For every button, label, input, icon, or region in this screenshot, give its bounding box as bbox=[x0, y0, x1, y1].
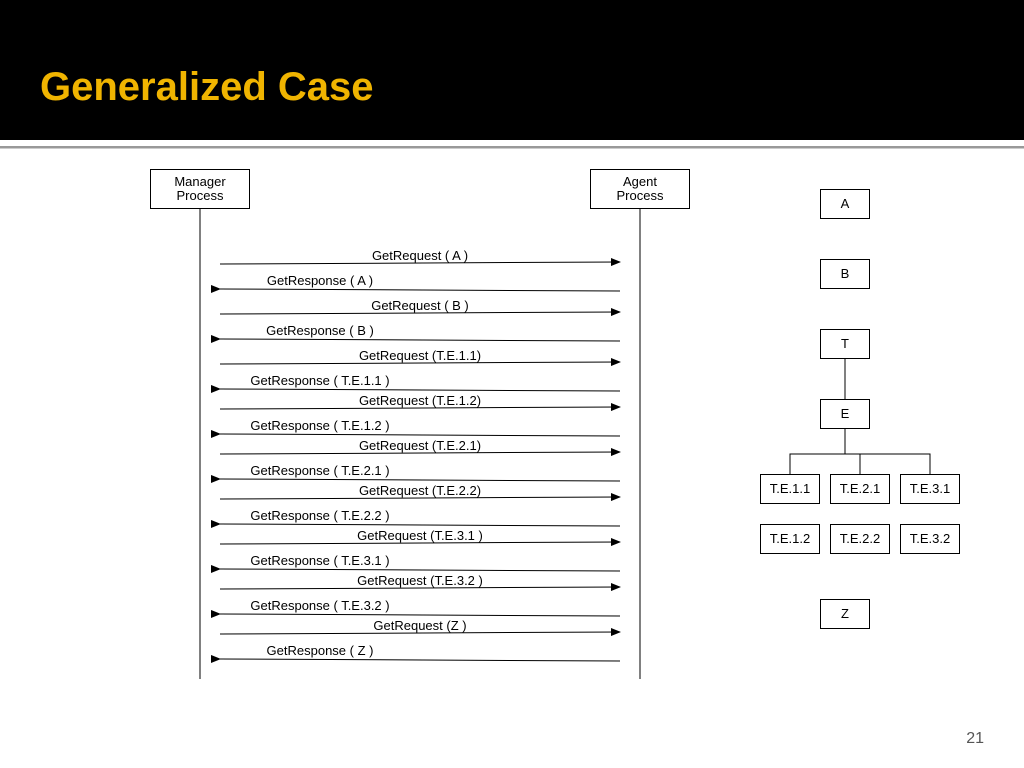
tree-node-B: B bbox=[820, 259, 870, 289]
message-label: GetRequest (Z ) bbox=[373, 618, 466, 633]
message-label: GetResponse ( B ) bbox=[266, 323, 374, 338]
tree-node-A: A bbox=[820, 189, 870, 219]
participant-manager: ManagerProcess bbox=[150, 169, 250, 209]
tree-node-T: T bbox=[820, 329, 870, 359]
sequence-diagram: GetRequest ( A ) GetResponse ( A ) GetRequ… bbox=[0, 149, 700, 709]
message-label: GetResponse ( T.E.2.1 ) bbox=[250, 463, 389, 478]
page-number: 21 bbox=[966, 730, 984, 748]
tree-node-TE12: T.E.1.2 bbox=[760, 524, 820, 554]
tree-node-TE21: T.E.2.1 bbox=[830, 474, 890, 504]
message-label: GetRequest (T.E.1.2) bbox=[359, 393, 481, 408]
message-label: GetResponse ( A ) bbox=[267, 273, 373, 288]
message-label: GetResponse ( T.E.1.1 ) bbox=[250, 373, 389, 388]
message-label: GetResponse ( T.E.1.2 ) bbox=[250, 418, 389, 433]
message-label: GetResponse ( T.E.3.1 ) bbox=[250, 553, 389, 568]
message-label: GetRequest (T.E.3.1 ) bbox=[357, 528, 483, 543]
tree-node-E: E bbox=[820, 399, 870, 429]
message-label: GetRequest ( B ) bbox=[371, 298, 469, 313]
tree-node-Z: Z bbox=[820, 599, 870, 629]
participant-agent: AgentProcess bbox=[590, 169, 690, 209]
tree-node-TE11: T.E.1.1 bbox=[760, 474, 820, 504]
message-label: GetRequest (T.E.2.2) bbox=[359, 483, 481, 498]
tree-node-TE32: T.E.3.2 bbox=[900, 524, 960, 554]
message-label: GetResponse ( T.E.3.2 ) bbox=[250, 598, 389, 613]
message-label: GetRequest ( A ) bbox=[372, 248, 468, 263]
message-label: GetResponse ( T.E.2.2 ) bbox=[250, 508, 389, 523]
slide-title: Generalized Case bbox=[40, 65, 374, 110]
message-label: GetRequest (T.E.1.1) bbox=[359, 348, 481, 363]
title-bar: Generalized Case bbox=[0, 0, 1024, 140]
message-label: GetRequest (T.E.2.1) bbox=[359, 438, 481, 453]
message-label: GetResponse ( Z ) bbox=[267, 643, 374, 658]
tree-node-TE22: T.E.2.2 bbox=[830, 524, 890, 554]
tree-node-TE31: T.E.3.1 bbox=[900, 474, 960, 504]
message-label: GetRequest (T.E.3.2 ) bbox=[357, 573, 483, 588]
